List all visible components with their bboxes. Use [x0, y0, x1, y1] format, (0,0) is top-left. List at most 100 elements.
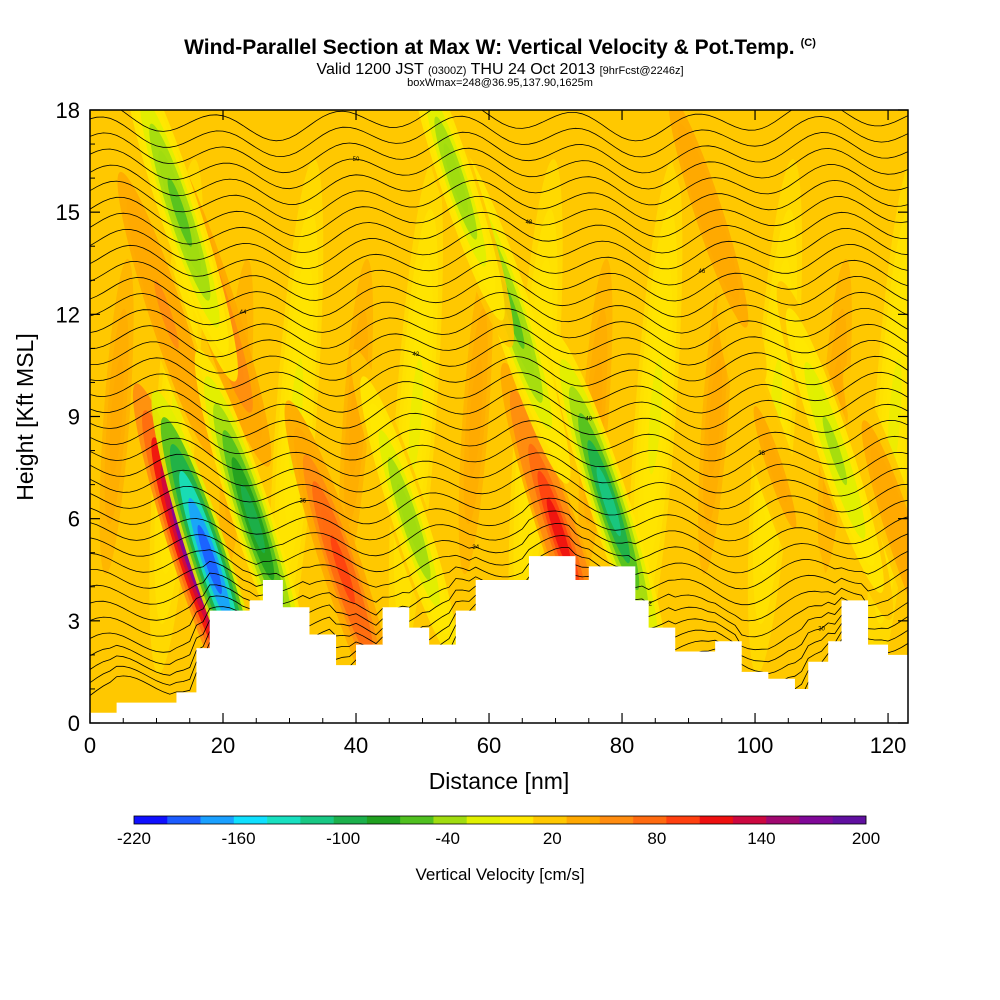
isentrope-line [90, 483, 908, 526]
downdraft-contour [443, 143, 468, 213]
y-tick-label: 12 [56, 302, 80, 327]
isentrope-line [90, 163, 908, 206]
isentrope-line [90, 196, 908, 238]
band-contour [887, 358, 902, 475]
downdraft-contour [397, 484, 422, 554]
isentrope-line [90, 387, 908, 430]
colorbar-swatch [200, 816, 235, 824]
colorbar-tick-label: 140 [747, 829, 775, 848]
valid-zulu: (0300Z) [427, 65, 467, 77]
y-tick-label: 0 [68, 711, 80, 736]
colorbar-swatch [167, 816, 201, 824]
downdraft-cell [121, 110, 238, 382]
colorbar-tick-label: -100 [326, 829, 360, 848]
isentrope-line [90, 371, 908, 414]
isentrope-line [90, 419, 908, 462]
isentrope-line [90, 467, 908, 510]
x-tick-label: 100 [737, 733, 774, 758]
colorbar-tick-label: 20 [543, 829, 562, 848]
x-tick-label: 0 [84, 733, 96, 758]
updraft-cell [108, 144, 225, 484]
colorbar-swatch [533, 816, 567, 824]
updraft-contour [154, 279, 179, 349]
isentrope-label: 36 [299, 499, 306, 505]
colorbar: -220 -160 -100 -40 20 80 140 200 [117, 815, 880, 848]
isentrope-line [90, 147, 908, 190]
isentrope-line [90, 179, 908, 222]
isentrope-label: 52 [812, 98, 819, 104]
colorbar-swatch [233, 816, 268, 824]
box-info: boxWmax=248@36.95,137.90,1625m [407, 77, 593, 89]
downdraft-cell [351, 349, 468, 689]
valid-date: THU 24 Oct 2013 [470, 61, 596, 78]
isentrope-label: 38 [758, 451, 765, 457]
downdraft-contour [596, 467, 621, 537]
isentrope-label: 46 [698, 269, 705, 275]
isentrope-label: 50 [353, 157, 360, 163]
x-tick-label: 80 [610, 733, 634, 758]
isentrope-label: 34 [472, 545, 479, 551]
isentrope-line [90, 451, 908, 494]
terrain-profile [90, 556, 908, 723]
colorbar-swatch [366, 816, 401, 824]
colorbar-swatch [832, 816, 867, 824]
downdraft-cell [397, 110, 514, 348]
isentrope-line [90, 227, 908, 270]
band-contour [109, 358, 124, 475]
colorbar-swatch [566, 816, 601, 824]
downdraft-contour [197, 524, 222, 595]
colorbar-swatch [699, 816, 734, 824]
updraft-contour [546, 497, 572, 567]
colorbar-tick-label: -40 [435, 829, 460, 848]
terrain [90, 556, 908, 723]
x-tick-label: 20 [211, 733, 235, 758]
colorbar-label: Vertical Velocity [cm/s] [415, 865, 584, 884]
colorbar-swatch [732, 816, 767, 824]
x-axis-label: Distance [nm] [429, 768, 570, 794]
x-tick-label: 40 [344, 733, 368, 758]
colorbar-swatch [300, 816, 334, 824]
updraft-contour [762, 432, 788, 503]
colorbar-swatch [400, 816, 434, 824]
isentrope-line [90, 323, 908, 366]
isentrope-line [90, 243, 908, 286]
isentrope-line [90, 259, 908, 302]
colorbar-swatch [333, 816, 368, 824]
isentrope-label: 44 [240, 310, 247, 316]
valid-prefix: Valid 1200 JST [316, 61, 424, 78]
y-tick-label: 3 [68, 609, 80, 634]
x-tick-label: 120 [870, 733, 907, 758]
colorbar-swatch [267, 816, 301, 824]
y-tick-label: 6 [68, 507, 80, 532]
isentrope-line [90, 131, 908, 174]
downdraft-contour [822, 415, 848, 486]
isentrope-line [90, 275, 908, 318]
colorbar-frame [133, 815, 867, 825]
isentrope-line [90, 403, 908, 446]
isentrope-label: 32 [645, 601, 652, 607]
isentrope-label: 48 [526, 220, 533, 226]
downdraft-contour [167, 177, 192, 247]
isentrope-line [90, 308, 908, 350]
y-axis-label: Height [Kft MSL] [12, 333, 38, 500]
potential-temperature-contours: 28303234363840424446485052 [90, 98, 908, 705]
colorbar-swatch [134, 816, 168, 824]
isentrope-line [90, 535, 908, 590]
x-tick-label: 60 [477, 733, 501, 758]
updraft-contour [330, 535, 355, 605]
colorbar-swatch [666, 816, 700, 824]
isentrope-line [90, 291, 908, 334]
colorbar-tick-label: 200 [852, 829, 880, 848]
downdraft-cell [776, 281, 894, 620]
band-contour [648, 358, 663, 475]
isentrope-line [90, 339, 908, 382]
colorbar-swatch [633, 816, 667, 824]
isentrope-line [90, 211, 908, 254]
updraft-cell [843, 366, 908, 706]
chart-title: Wind-Parallel Section at Max W: Vertical… [184, 36, 816, 59]
isentrope-label: 30 [818, 627, 825, 633]
isentrope-line [90, 115, 908, 158]
isentrope-line [90, 510, 908, 558]
isentrope-label: 40 [585, 416, 592, 422]
isentrope-line [90, 355, 908, 398]
